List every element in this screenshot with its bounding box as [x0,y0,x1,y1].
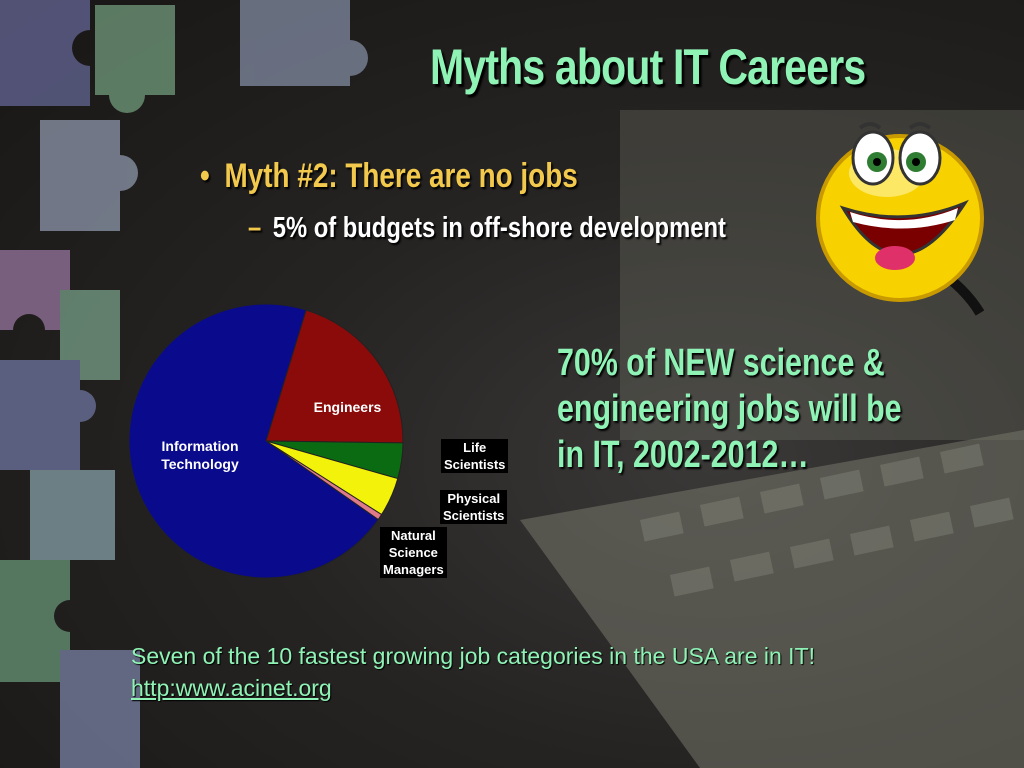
label-managers-line2: Science [388,545,438,560]
bullet-text: Myth #2: There are no jobs [224,157,578,195]
label-managers-line1: Natural [390,528,436,543]
puzzle-pieces [0,0,368,768]
bullet-dot: • [200,157,210,195]
sub-bullet: –5% of budgets in off-shore development [248,212,726,245]
footer: Seven of the 10 fastest growing job cate… [131,640,815,704]
label-physical-line1: Physical [447,491,501,506]
pie-chart [128,303,404,579]
label-physical-line2: Scientists [443,508,505,523]
sub-bullet-text: 5% of budgets in off-shore development [272,212,726,244]
callout-text: 70% of NEW science & engineering jobs wi… [557,340,933,478]
label-managers-line3: Managers [383,562,444,577]
callout-line-3: in IT, 2002-2012… [557,434,809,476]
bullet-myth: • Myth #2: There are no jobs [200,157,578,196]
label-life-scientists: Life Scientists [441,439,509,473]
footer-link[interactable]: http:www.acinet.org [131,675,332,701]
label-it-line2: Technology [161,456,239,472]
pie-slices [128,303,404,579]
slice-engineers [265,309,404,444]
label-life-line1: Life [463,440,487,455]
callout-line-2: engineering jobs will be [557,388,902,430]
label-it-line1: Information [161,438,239,454]
label-life-line2: Scientists [444,457,506,472]
callout-line-1: 70% of NEW science & [557,342,885,384]
slide-title: Myths about IT Careers [430,39,866,95]
keyboard-shape [520,430,1024,768]
slice-it [128,303,379,579]
label-physical-scientists: Physical Scientists [440,490,508,524]
sub-bullet-dash: – [248,212,262,244]
laughing-smiley-icon [816,122,985,316]
footer-text: Seven of the 10 fastest growing job cate… [131,643,816,669]
label-it: Information Technology [150,437,250,473]
label-natural-science-managers: Natural Science Managers [380,527,447,578]
label-engineers: Engineers [313,399,382,415]
